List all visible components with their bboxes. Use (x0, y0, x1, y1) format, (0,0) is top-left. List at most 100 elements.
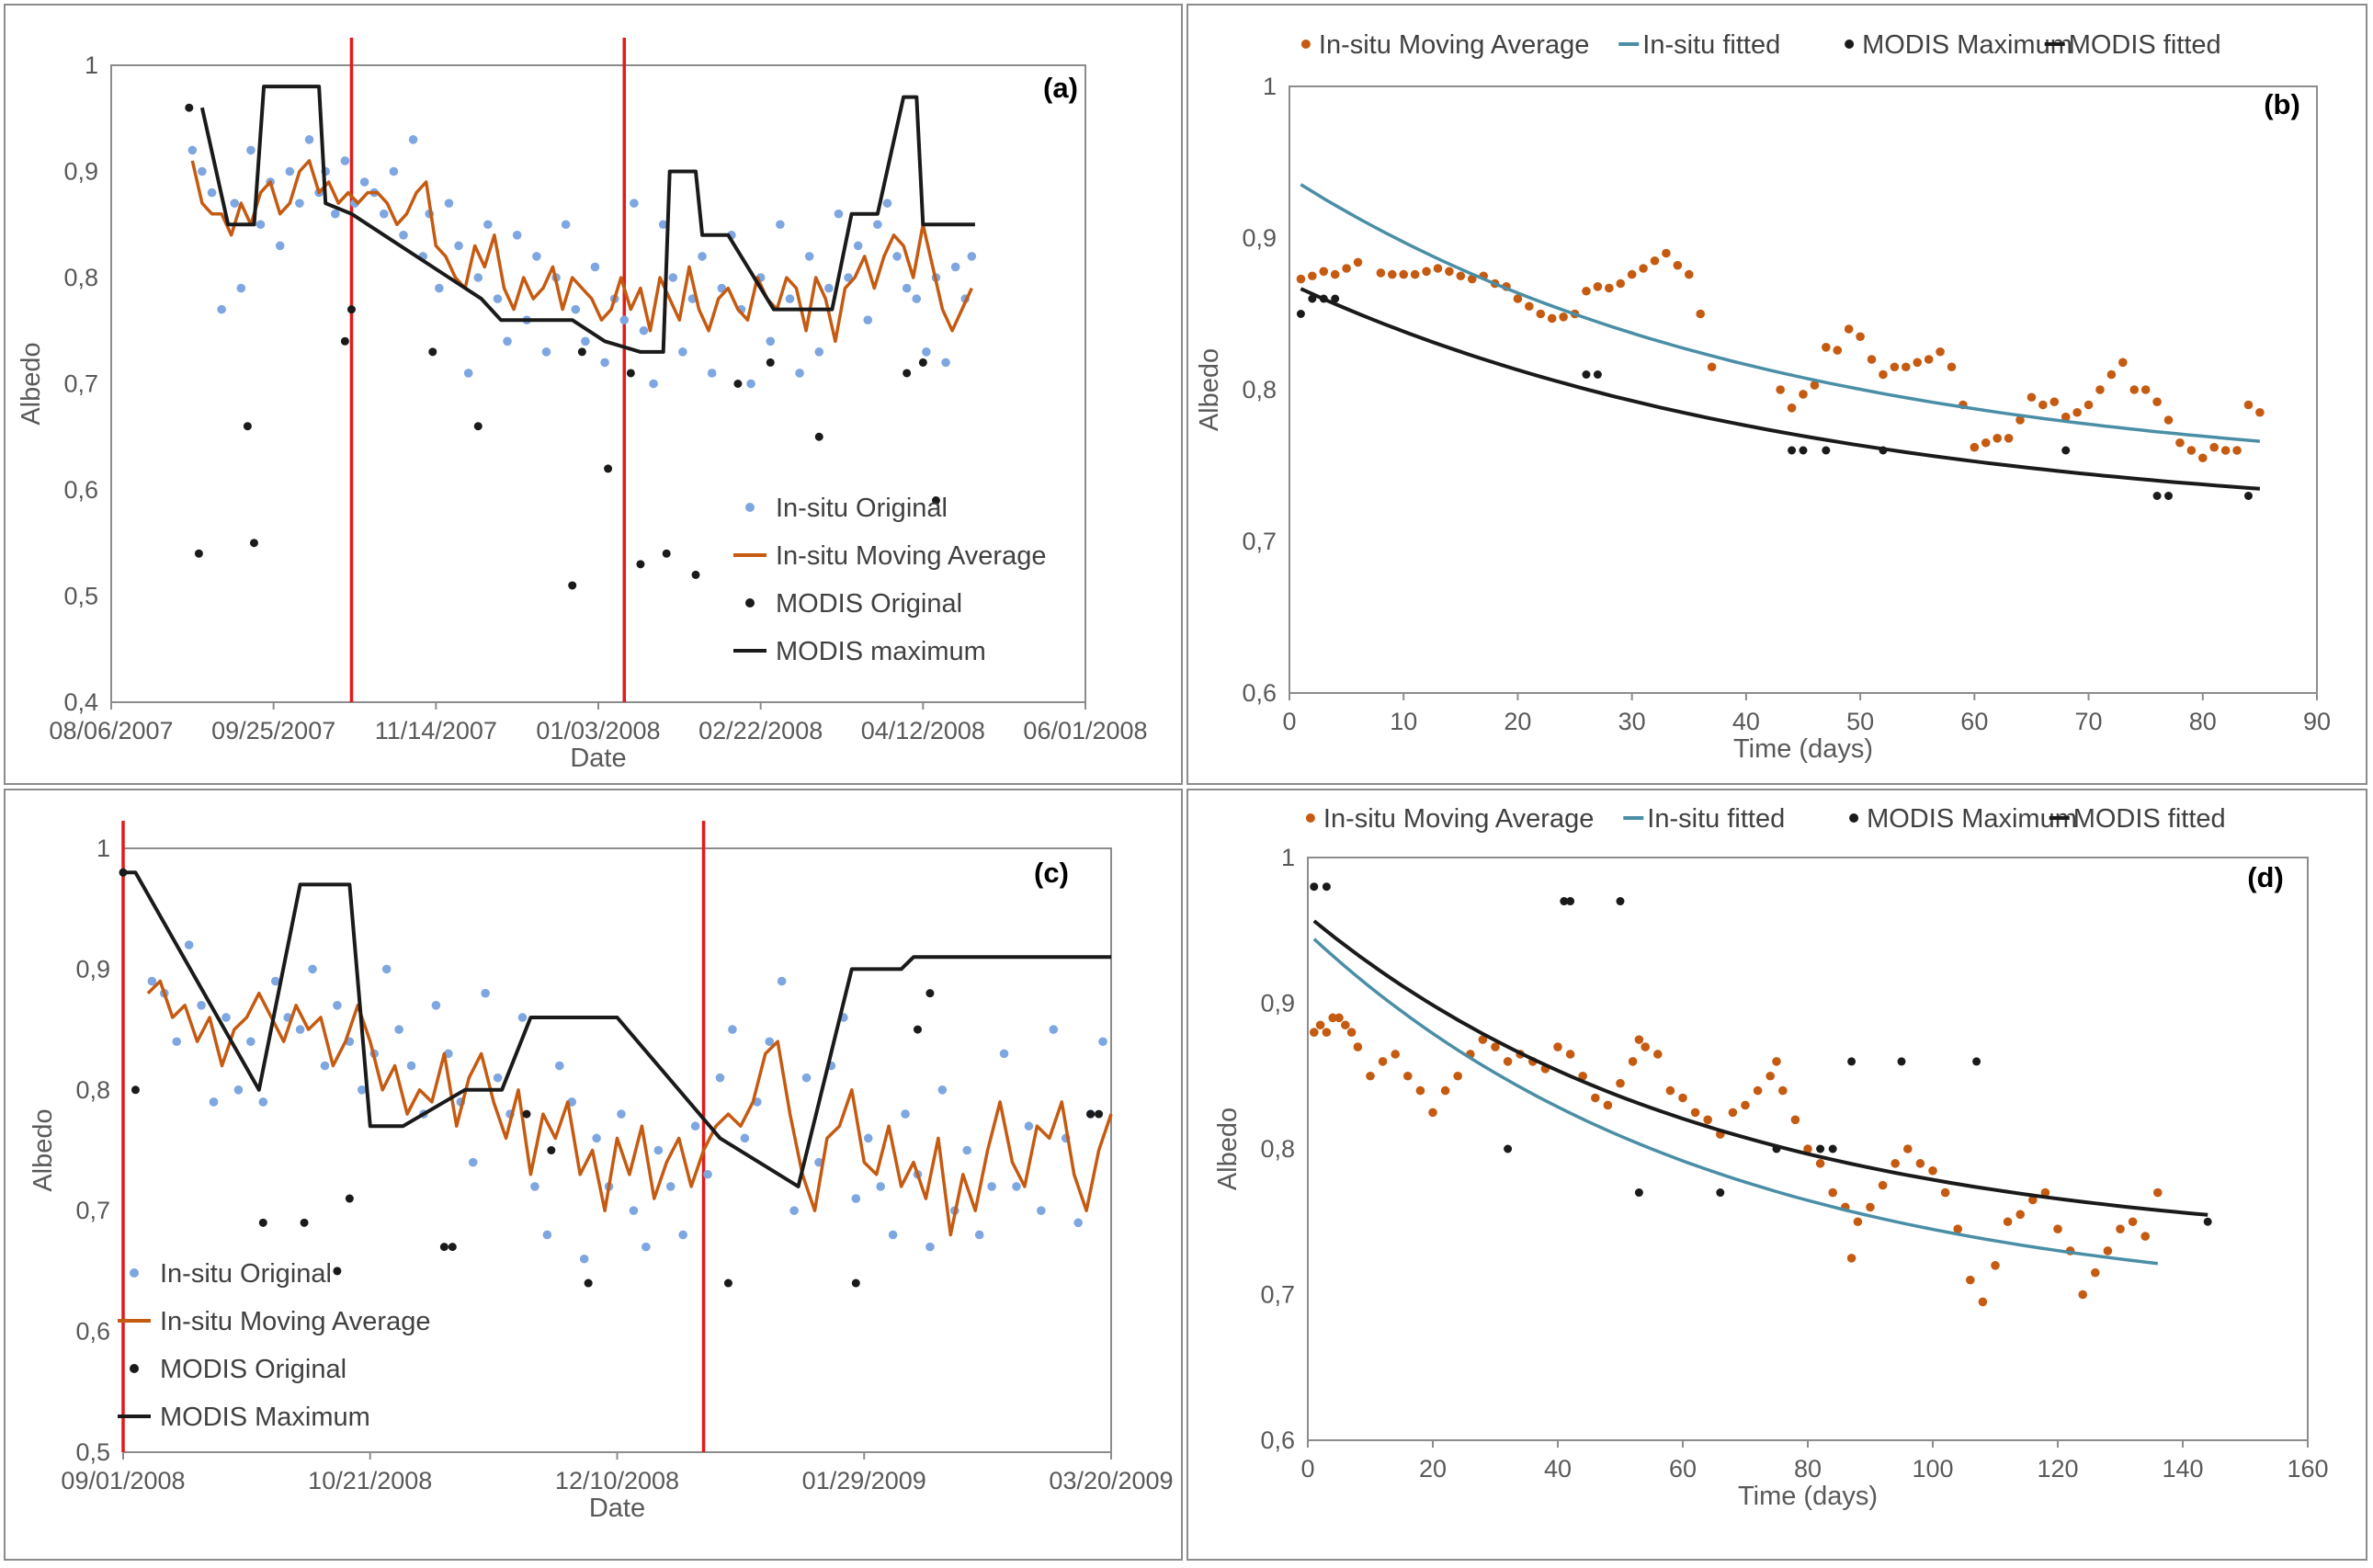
point-in-situ-original (473, 273, 483, 282)
point-modis-original (340, 336, 349, 346)
point-in-situ-moving-average (1799, 390, 1808, 399)
point-in-situ-moving-average (2152, 397, 2162, 407)
point-in-situ-moving-average (2091, 1267, 2100, 1278)
y-axis-label: Albedo (1213, 1108, 1243, 1190)
point-modis-maximum (1799, 446, 1808, 455)
point-in-situ-moving-average (1603, 1100, 1613, 1110)
point-in-situ-moving-average (2106, 369, 2117, 380)
point-modis-original (662, 549, 671, 558)
point-in-situ-moving-average (1616, 1078, 1625, 1088)
point-in-situ-original (962, 1145, 972, 1155)
y-tick-label: 0,7 (1242, 528, 1277, 555)
point-in-situ-original (922, 347, 931, 357)
point-modis-maximum (2243, 492, 2253, 500)
point-in-situ-original (717, 283, 727, 293)
point-in-situ-moving-average (2209, 442, 2219, 452)
point-in-situ-original (766, 336, 776, 347)
point-in-situ-original (530, 1182, 539, 1191)
point-in-situ-moving-average (2175, 437, 2185, 448)
point-modis-original (345, 1194, 354, 1203)
legend-swatch (1845, 40, 1855, 49)
x-axis-label: Date (589, 1494, 645, 1523)
point-in-situ-moving-average (1690, 1108, 1700, 1118)
x-tick-label: 40 (1544, 1455, 1572, 1483)
point-in-situ-moving-average (1741, 1100, 1750, 1110)
point-in-situ-original (901, 1109, 910, 1119)
y-tick-label: 0,9 (1260, 990, 1295, 1017)
point-in-situ-moving-average (1582, 286, 1591, 296)
point-in-situ-original (630, 199, 639, 208)
point-in-situ-original (1098, 1037, 1107, 1047)
point-in-situ-original (776, 220, 785, 230)
y-axis-label: Albedo (28, 1108, 58, 1191)
legend-label: In-situ Moving Average (1319, 30, 1589, 60)
point-modis-maximum (1716, 1188, 1725, 1198)
point-in-situ-original (233, 1085, 244, 1095)
x-tick-label: 160 (2287, 1455, 2328, 1483)
point-in-situ-moving-average (1981, 437, 1991, 448)
x-tick-label: 70 (2075, 708, 2103, 735)
point-modis-original (903, 369, 912, 378)
point-in-situ-original (463, 369, 473, 378)
point-in-situ-moving-average (1422, 267, 1431, 277)
point-in-situ-original (765, 1037, 775, 1047)
line-in-situ-fitted (1300, 183, 2261, 443)
point-in-situ-moving-average (1833, 346, 1843, 355)
point-modis-maximum (1296, 310, 1305, 318)
point-in-situ-original (357, 1085, 367, 1095)
point-modis-original (604, 464, 613, 473)
y-tick-label: 0,8 (1260, 1135, 1295, 1163)
point-in-situ-original (974, 1230, 984, 1240)
point-in-situ-moving-average (1319, 267, 1329, 277)
legend-swatch (1300, 40, 1311, 49)
point-in-situ-original (431, 1001, 441, 1010)
point-in-situ-original (665, 1182, 676, 1191)
panel-c: 0,5 0,6 0,7 0,8 0,9 1 09/01/2008 10/21/2008 12/1… (4, 789, 1183, 1561)
point-in-situ-moving-average (1322, 1028, 1332, 1037)
point-in-situ-moving-average (1341, 1020, 1350, 1030)
x-tick-label: 100 (1912, 1455, 1953, 1483)
point-in-situ-original (804, 252, 814, 261)
point-modis-maximum (2152, 492, 2162, 500)
point-in-situ-original (853, 241, 863, 251)
point-modis-original (814, 432, 823, 441)
point-in-situ-moving-average (1525, 301, 1534, 312)
point-in-situ-original (678, 347, 687, 357)
point-modis-maximum (1331, 294, 1340, 303)
point-in-situ-original (187, 145, 198, 155)
point-in-situ-moving-average (1547, 313, 1557, 324)
point-in-situ-original (785, 294, 795, 303)
point-in-situ-original (789, 1206, 799, 1215)
point-in-situ-original (658, 220, 668, 230)
point-in-situ-moving-average (1853, 1217, 1863, 1227)
point-modis-original (584, 1278, 593, 1288)
point-in-situ-moving-average (1879, 369, 1888, 380)
y-tick-label: 0,5 (75, 1438, 110, 1466)
point-in-situ-moving-average (1913, 358, 1923, 368)
x-tick-label: 06/01/2008 (1023, 717, 1147, 744)
point-in-situ-moving-average (1822, 343, 1831, 352)
point-in-situ-moving-average (1433, 264, 1443, 273)
point-modis-maximum (1634, 1188, 1643, 1198)
y-tick-label: 0,9 (63, 158, 98, 186)
legend-label: In-situ Original (776, 494, 948, 523)
point-in-situ-original (541, 347, 551, 357)
point-in-situ-original (863, 1133, 873, 1143)
x-tick-label: 30 (1618, 708, 1646, 735)
point-in-situ-original (600, 358, 609, 368)
point-in-situ-moving-average (1328, 1013, 1337, 1023)
point-in-situ-moving-average (1634, 1035, 1644, 1044)
legend-label: MODIS maximum (776, 637, 986, 666)
x-tick-label: 02/22/2008 (698, 717, 823, 744)
point-in-situ-original (275, 241, 285, 251)
point-in-situ-original (987, 1182, 996, 1191)
point-in-situ-moving-average (2083, 400, 2094, 410)
point-in-situ-moving-average (1428, 1108, 1437, 1118)
point-modis-original (243, 422, 252, 431)
point-in-situ-original (221, 1013, 231, 1022)
point-in-situ-moving-average (1844, 324, 1854, 334)
point-modis-maximum (1582, 370, 1591, 379)
point-in-situ-moving-average (2049, 397, 2060, 407)
x-tick-label: 90 (2303, 708, 2331, 735)
